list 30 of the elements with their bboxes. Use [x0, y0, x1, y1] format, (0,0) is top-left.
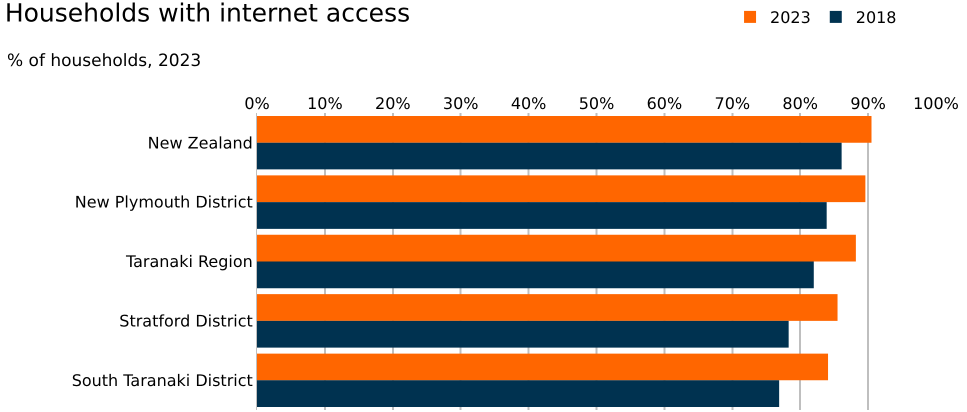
x-tick-label: 20%: [375, 94, 411, 113]
x-tick-label: 0%: [244, 94, 270, 113]
x-tick-label: 100%: [913, 94, 959, 113]
x-tick-label: 90%: [850, 94, 886, 113]
bar: [257, 202, 827, 229]
x-tick-label: 60%: [646, 94, 682, 113]
legend-label: 2018: [856, 8, 896, 28]
bar: [257, 320, 789, 348]
text: % of households, 2023: [7, 51, 202, 71]
bar: [257, 175, 866, 202]
x-tick-label: 50%: [578, 94, 614, 113]
bar: [257, 234, 856, 262]
y-tick-label: New Plymouth District: [74, 192, 253, 212]
x-tick-label: 40%: [510, 94, 546, 113]
y-tick-label: New Zealand: [148, 133, 253, 152]
legend-label: 2023: [770, 8, 811, 28]
bar: [257, 354, 828, 380]
bar: [257, 294, 838, 321]
bar: [257, 380, 780, 408]
x-tick-label: 30%: [442, 94, 478, 113]
x-tick-label: 80%: [782, 94, 818, 113]
bar: [257, 142, 842, 170]
bar: [257, 262, 814, 288]
x-tick-label: 70%: [714, 94, 750, 113]
x-tick-label: 10%: [307, 94, 343, 113]
bar: [257, 116, 872, 143]
y-tick-label: South Taranaki District: [72, 370, 253, 390]
y-tick-label: Stratford District: [119, 312, 253, 330]
y-tick-label: Taranaki Region: [124, 252, 253, 272]
chart-title: Households with internet access: [4, 0, 410, 28]
